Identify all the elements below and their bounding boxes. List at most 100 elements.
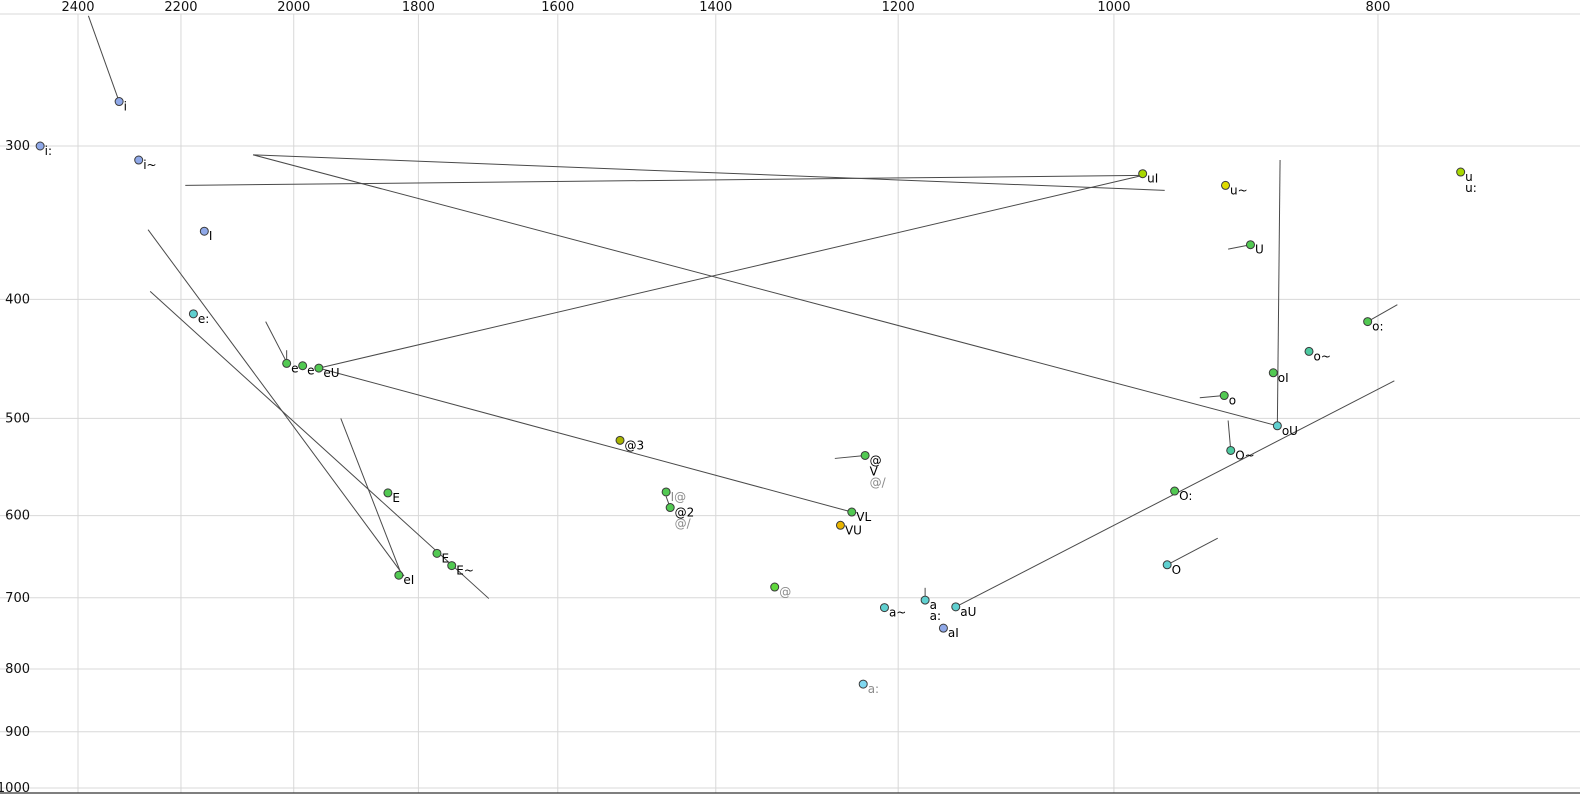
trajectory-line-16 xyxy=(1166,537,1218,566)
point-E-10 xyxy=(447,561,457,571)
point-u-25 xyxy=(1221,180,1231,190)
point-label-i-2: i~ xyxy=(143,158,156,172)
point-i-2 xyxy=(134,155,144,165)
trajectory-line-0 xyxy=(87,15,120,102)
point-eI-11 xyxy=(394,570,404,580)
point-label-VU-17: VU xyxy=(845,523,862,537)
point-extra-label-a-19-0: a: xyxy=(930,609,941,623)
point-label-aU-21: aU xyxy=(960,605,976,619)
point-label-I-13: I@ xyxy=(671,490,687,504)
point-oU-32 xyxy=(1272,421,1282,431)
point-E-9 xyxy=(432,548,442,558)
y-tick-label-600: 600 xyxy=(5,509,30,524)
trajectory-line-19 xyxy=(834,454,866,459)
point-E-8 xyxy=(383,488,393,498)
point-label-oI-30: oI xyxy=(1278,371,1289,385)
x-tick-label-1000: 1000 xyxy=(1097,0,1130,15)
point-sym-18 xyxy=(770,582,780,592)
point-uI-26 xyxy=(1138,169,1148,179)
point-o-29 xyxy=(1304,346,1314,356)
point-a-19 xyxy=(920,595,930,605)
trajectory-line-7 xyxy=(265,321,288,363)
point-extra-label-u-24-0: u: xyxy=(1465,181,1477,195)
point-2-14 xyxy=(665,503,675,513)
point-I-3 xyxy=(199,226,209,236)
y-tick-label-1000: 1000 xyxy=(0,781,30,796)
point-label-U-27: U xyxy=(1255,243,1264,257)
trajectory-line-11 xyxy=(1276,160,1281,426)
point-label-O-35: O xyxy=(1172,563,1181,577)
point-o-31 xyxy=(1219,391,1229,401)
y-tick-label-500: 500 xyxy=(5,411,30,426)
point-aU-21 xyxy=(951,602,961,612)
point-aI-22 xyxy=(938,623,948,633)
x-tick-label-800: 800 xyxy=(1366,0,1391,15)
x-tick-label-1800: 1800 xyxy=(402,0,435,15)
point-label-eU-7: eU xyxy=(323,366,339,380)
point-label-u-24: u xyxy=(1465,170,1473,184)
point-label-i-1: i: xyxy=(45,144,52,158)
point-VL-16 xyxy=(847,507,857,517)
trajectory-line-3 xyxy=(147,229,405,577)
trajectory-line-10 xyxy=(252,154,1278,427)
point-label-o-28: o: xyxy=(1372,320,1383,334)
point-O-33 xyxy=(1226,445,1236,455)
point-VU-17 xyxy=(835,520,845,530)
point-a-23 xyxy=(858,679,868,689)
point-label-o-29: o~ xyxy=(1314,349,1331,363)
point-e-5 xyxy=(282,358,292,368)
point-I-13 xyxy=(661,487,671,497)
point-O-34 xyxy=(1170,486,1180,496)
point-label-3-12: @3 xyxy=(625,438,645,452)
point-label-eI-11: eI xyxy=(403,573,414,587)
point-u-24 xyxy=(1456,167,1466,177)
y-tick-label-400: 400 xyxy=(5,292,30,307)
point-label-sym-18: @ xyxy=(779,585,791,599)
point-label-I-3: I xyxy=(209,229,213,243)
point-i-1 xyxy=(35,141,45,151)
y-tick-label-300: 300 xyxy=(5,139,30,154)
trajectory-line-2 xyxy=(185,174,1143,186)
point-label-O-33: O~ xyxy=(1235,448,1255,462)
point-i-0 xyxy=(114,97,124,107)
trajectory-line-1 xyxy=(253,154,1165,191)
x-tick-label-1200: 1200 xyxy=(882,0,915,15)
point-eU-7 xyxy=(314,363,324,373)
trajectory-line-4 xyxy=(149,290,490,599)
y-tick-label-900: 900 xyxy=(5,725,30,740)
y-tick-label-700: 700 xyxy=(5,591,30,606)
point-label-E-8: E xyxy=(392,491,400,505)
point-label-VL-16: VL xyxy=(856,510,871,524)
point-label-e-6: e xyxy=(307,364,314,378)
point-label-uI-26: uI xyxy=(1147,172,1158,186)
point-label-i-0: i xyxy=(124,100,127,114)
y-tick-label-800: 800 xyxy=(5,662,30,677)
point-label-sym-15: @ xyxy=(870,453,882,467)
x-tick-label-1600: 1600 xyxy=(541,0,574,15)
point-o-28 xyxy=(1363,317,1373,327)
point-extra-label-sym-15-0: V xyxy=(870,464,879,478)
point-label-aI-22: aI xyxy=(948,626,959,640)
x-tick-label-2400: 2400 xyxy=(61,0,94,15)
point-label-e-5: e xyxy=(291,361,298,375)
point-label-a-19: a xyxy=(930,598,937,612)
point-label-a-20: a~ xyxy=(889,606,906,620)
point-label-u-25: u~ xyxy=(1230,183,1248,197)
x-tick-label-1400: 1400 xyxy=(699,0,732,15)
trajectory-line-15 xyxy=(1227,420,1232,451)
point-extra-label-2-14-0: @/ xyxy=(675,517,692,531)
point-label-E-10: E~ xyxy=(456,564,474,578)
trajectory-line-13 xyxy=(1367,304,1398,323)
trajectory-line-8 xyxy=(318,367,852,513)
point-sym-15 xyxy=(860,450,870,460)
point-oI-30 xyxy=(1268,368,1278,378)
trajectory-line-9 xyxy=(318,174,1143,369)
point-extra-label-sym-15-1: @/ xyxy=(870,475,887,489)
point-label-a-23: a: xyxy=(868,682,879,696)
point-e-6 xyxy=(298,361,308,371)
point-U-27 xyxy=(1245,240,1255,250)
x-tick-label-2200: 2200 xyxy=(164,0,197,15)
point-label-E-9: E xyxy=(441,551,449,565)
point-label-oU-32: oU xyxy=(1282,424,1298,438)
